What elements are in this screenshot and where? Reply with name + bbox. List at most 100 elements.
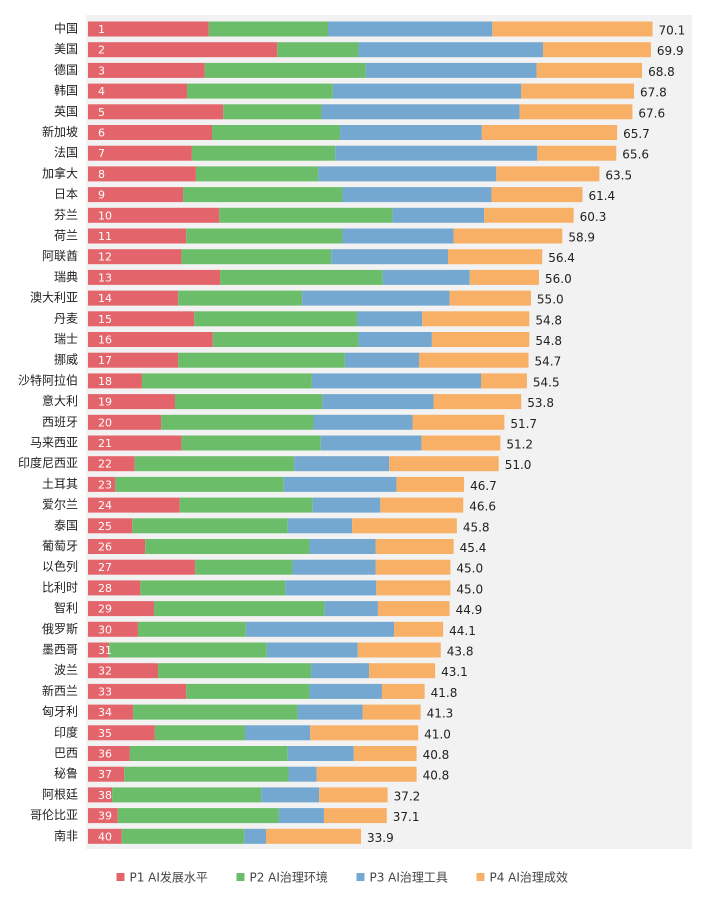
bar-segment — [88, 166, 196, 182]
total-label: 54.7 — [535, 355, 562, 369]
total-label: 54.8 — [535, 334, 562, 348]
category-label: 比利时 — [42, 580, 78, 594]
bar-segment — [88, 21, 209, 37]
bar-segment — [129, 746, 288, 761]
bar-segment — [88, 787, 113, 803]
category-label: 加拿大 — [42, 165, 78, 180]
bar-segment — [88, 559, 196, 575]
bar-segment — [319, 787, 388, 803]
bar-segment — [88, 435, 182, 451]
bar-segment — [108, 642, 267, 658]
category-label: 中国 — [54, 21, 78, 36]
bar-segment — [88, 808, 118, 824]
total-label: 61.4 — [588, 189, 615, 203]
legend-label: P1 AI发展水平 — [130, 870, 208, 885]
bar-segment — [375, 539, 454, 554]
bar-segment — [309, 539, 376, 554]
bar-segment — [266, 642, 358, 658]
bar-segment — [449, 290, 531, 306]
bar-segment — [112, 787, 262, 803]
bar-segment — [88, 62, 205, 78]
rank-label: 31 — [98, 644, 112, 657]
category-label: 瑞士 — [54, 332, 78, 346]
total-label: 51.2 — [506, 438, 533, 452]
rank-label: 13 — [98, 271, 112, 284]
bar-segment — [277, 42, 359, 58]
bar-segment — [278, 808, 324, 824]
bar-segment — [158, 663, 312, 679]
bar-segment — [318, 166, 497, 182]
bar-segment — [521, 83, 635, 99]
bar-segment — [380, 497, 464, 513]
bar-segment — [178, 290, 303, 306]
legend-swatch — [116, 873, 125, 881]
bar-segment — [481, 373, 527, 389]
total-label: 53.8 — [527, 396, 554, 410]
bar-segment — [392, 207, 485, 223]
total-label: 44.9 — [456, 603, 483, 617]
category-label: 秘鲁 — [54, 767, 78, 781]
bar-segment — [88, 332, 213, 347]
bar-segment — [327, 21, 493, 37]
bar-segment — [132, 518, 288, 534]
bar-segment — [309, 683, 382, 699]
category-label: 泰国 — [54, 518, 78, 532]
bar-segment — [377, 601, 450, 617]
total-label: 68.8 — [648, 65, 675, 79]
bar-segment — [245, 725, 311, 741]
bar-segment — [491, 187, 583, 203]
category-label: 意大利 — [42, 393, 78, 408]
bar-segment — [422, 311, 530, 327]
rank-label: 1 — [98, 23, 105, 36]
bar-segment — [344, 352, 419, 368]
rank-label: 27 — [98, 561, 112, 574]
legend-label: P3 AI治理工具 — [370, 871, 448, 885]
bar-segment — [447, 249, 543, 265]
legend-label: P2 AI治理环境 — [250, 870, 328, 885]
rank-label: 7 — [98, 147, 105, 160]
category-label: 波兰 — [54, 663, 78, 677]
rank-label: 11 — [98, 230, 112, 243]
bar-segment — [322, 394, 434, 410]
bar-segment — [492, 21, 653, 37]
bar-segment — [88, 187, 184, 203]
bar-segment — [88, 683, 187, 699]
bar-segment — [421, 435, 501, 451]
total-label: 63.5 — [605, 168, 632, 182]
bar-segment — [375, 559, 451, 575]
total-label: 45.0 — [456, 562, 483, 576]
total-label: 45.4 — [460, 541, 487, 555]
bar-segment — [283, 476, 397, 492]
bar-segment — [187, 83, 333, 99]
legend-swatch — [476, 873, 485, 881]
category-label: 沙特阿拉伯 — [18, 372, 78, 387]
total-label: 60.3 — [580, 210, 607, 224]
bar-segment — [88, 746, 130, 761]
bar-segment — [179, 497, 313, 513]
rank-label: 2 — [98, 44, 105, 57]
category-label: 德国 — [54, 62, 78, 77]
bar-segment — [133, 704, 298, 720]
bar-segment — [369, 663, 436, 679]
category-label: 瑞典 — [54, 270, 78, 284]
total-label: 46.6 — [469, 500, 496, 514]
bar-segment — [352, 518, 457, 534]
bar-segment — [117, 808, 279, 824]
category-label: 智利 — [54, 600, 78, 615]
bar-segment — [178, 352, 345, 368]
bar-segment — [324, 601, 378, 617]
bar-segment — [294, 456, 390, 472]
bar-segment — [302, 290, 450, 306]
total-label: 54.5 — [533, 375, 560, 389]
total-label: 33.9 — [367, 831, 394, 845]
total-label: 67.8 — [640, 86, 667, 100]
bar-segment — [181, 435, 321, 451]
bar-segment — [335, 145, 538, 161]
rank-label: 16 — [98, 334, 112, 347]
bar-segment — [212, 332, 359, 347]
bar-segment — [88, 828, 122, 844]
bar-segment — [212, 125, 341, 140]
bar-segment — [496, 166, 600, 182]
bar-segment — [134, 456, 295, 472]
